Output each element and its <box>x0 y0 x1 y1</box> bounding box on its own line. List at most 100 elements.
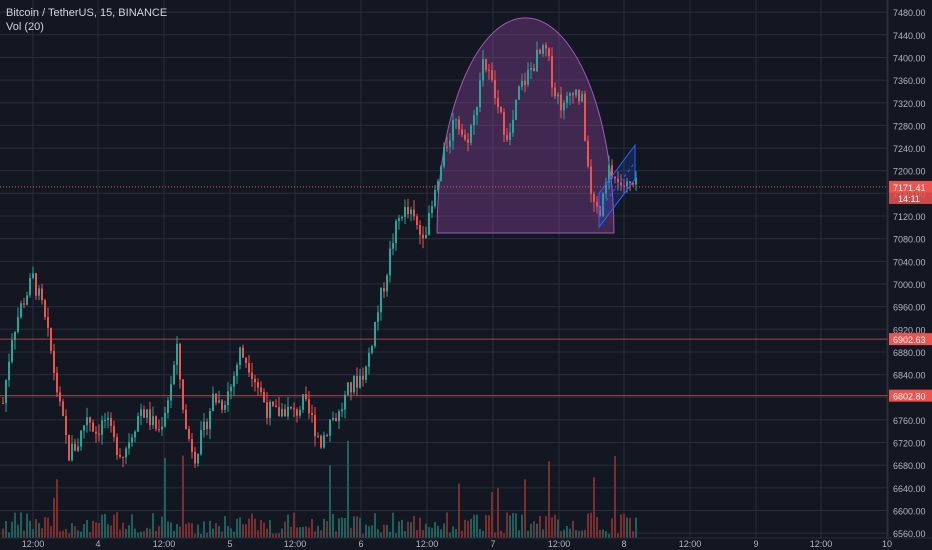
candle-body <box>53 350 55 373</box>
candle-body <box>101 420 103 435</box>
price-tick-label: 7120.00 <box>893 212 926 222</box>
volume-bar <box>518 530 520 538</box>
candle-body <box>83 425 85 431</box>
candle-body <box>329 419 331 436</box>
volume-bar <box>497 488 499 538</box>
candle-body <box>590 166 592 194</box>
candle-body <box>65 416 67 435</box>
volume-bar <box>464 519 466 538</box>
volume-bar <box>125 528 127 538</box>
candle-body <box>488 69 490 71</box>
volume-bar <box>377 529 379 538</box>
cup-pattern-drawing[interactable] <box>436 17 615 234</box>
volume-bar <box>590 512 592 538</box>
candle-body <box>416 216 418 226</box>
volume-bar <box>434 522 436 538</box>
price-tick-label: 7280.00 <box>893 121 926 131</box>
candle-body <box>146 409 148 418</box>
price-axis[interactable]: 7480.00 7440.00 7400.00 7360.00 7320.00 7280.… <box>887 0 932 550</box>
candle-body <box>533 68 535 72</box>
volume-bar <box>68 533 70 538</box>
volume-bar <box>284 521 286 538</box>
candle-body <box>212 393 214 412</box>
candle-body <box>563 102 565 111</box>
volume-bar <box>26 513 28 538</box>
candle-body <box>353 375 355 393</box>
time-tick-label: 8 <box>621 539 626 549</box>
candle-body <box>170 384 172 401</box>
candle-body <box>254 378 256 383</box>
candle-body <box>245 357 247 363</box>
volume-bar <box>542 529 544 538</box>
volume-bar <box>515 513 517 538</box>
candle-body <box>629 181 631 184</box>
candle-body <box>20 303 22 318</box>
volume-bar <box>533 521 535 538</box>
candle-body <box>218 400 220 403</box>
candle-body <box>143 409 145 418</box>
volume-bar <box>77 530 79 538</box>
volume-bar <box>614 456 616 538</box>
candle-body <box>611 165 613 178</box>
volume-bar <box>95 522 97 538</box>
volume-bar <box>491 492 493 538</box>
candle-body <box>293 408 295 410</box>
candle-body <box>572 93 574 96</box>
candle-body <box>305 394 307 400</box>
candle-body <box>137 415 139 432</box>
volume-bar <box>23 530 25 538</box>
candle-body <box>578 89 580 102</box>
candle-body <box>104 419 106 421</box>
candle-body <box>467 139 469 143</box>
candle-body <box>413 209 415 217</box>
candle-body <box>593 193 595 202</box>
volume-bar <box>320 530 322 538</box>
price-badge <box>889 180 932 193</box>
volume-bar <box>116 512 118 538</box>
time-axis[interactable]: 12:00 4 12:00 5 12:00 6 12:00 7 12:00 8 12:00 9 12:0… <box>0 537 932 549</box>
candle-body <box>452 120 454 141</box>
candle-body <box>380 288 382 313</box>
candle-body <box>422 234 424 239</box>
candle-body <box>260 387 262 393</box>
volume-bar <box>353 516 355 538</box>
candle-body <box>605 182 607 194</box>
candle-body <box>497 97 499 107</box>
candle-body <box>389 248 391 276</box>
volume-bar <box>275 533 277 538</box>
candle-body <box>290 406 292 409</box>
volume-bar <box>608 533 610 538</box>
volume-bar <box>386 524 388 538</box>
volume-bar <box>215 523 217 538</box>
volume-bar <box>563 529 565 538</box>
candle-body <box>476 107 478 116</box>
candle-body <box>308 399 310 414</box>
candle-body <box>41 288 43 301</box>
candle-body <box>263 392 265 403</box>
candle-body <box>566 95 568 103</box>
volume-bar <box>341 517 343 538</box>
candle-body <box>326 435 328 437</box>
candle-body <box>191 439 193 452</box>
candle-body <box>281 409 283 417</box>
candle-body <box>410 209 412 215</box>
volume-bar <box>194 533 196 538</box>
price-tick-label: 6840.00 <box>893 371 926 381</box>
volume-bar <box>524 479 526 538</box>
grid-lines <box>0 0 888 538</box>
volume-bar <box>251 513 253 538</box>
candle-body <box>446 146 448 148</box>
volume-bar <box>59 531 61 538</box>
volume-bar <box>443 523 445 538</box>
cup-shape[interactable] <box>436 17 615 234</box>
volume-bar <box>395 533 397 538</box>
candle-body <box>449 140 451 147</box>
volume-bar <box>44 517 46 538</box>
channel-drawing[interactable] <box>598 143 636 229</box>
volume-bar <box>176 524 178 538</box>
volume-bar <box>305 526 307 538</box>
volume-bar <box>53 497 55 538</box>
volume-bar <box>398 521 400 538</box>
volume-bar <box>635 517 637 538</box>
